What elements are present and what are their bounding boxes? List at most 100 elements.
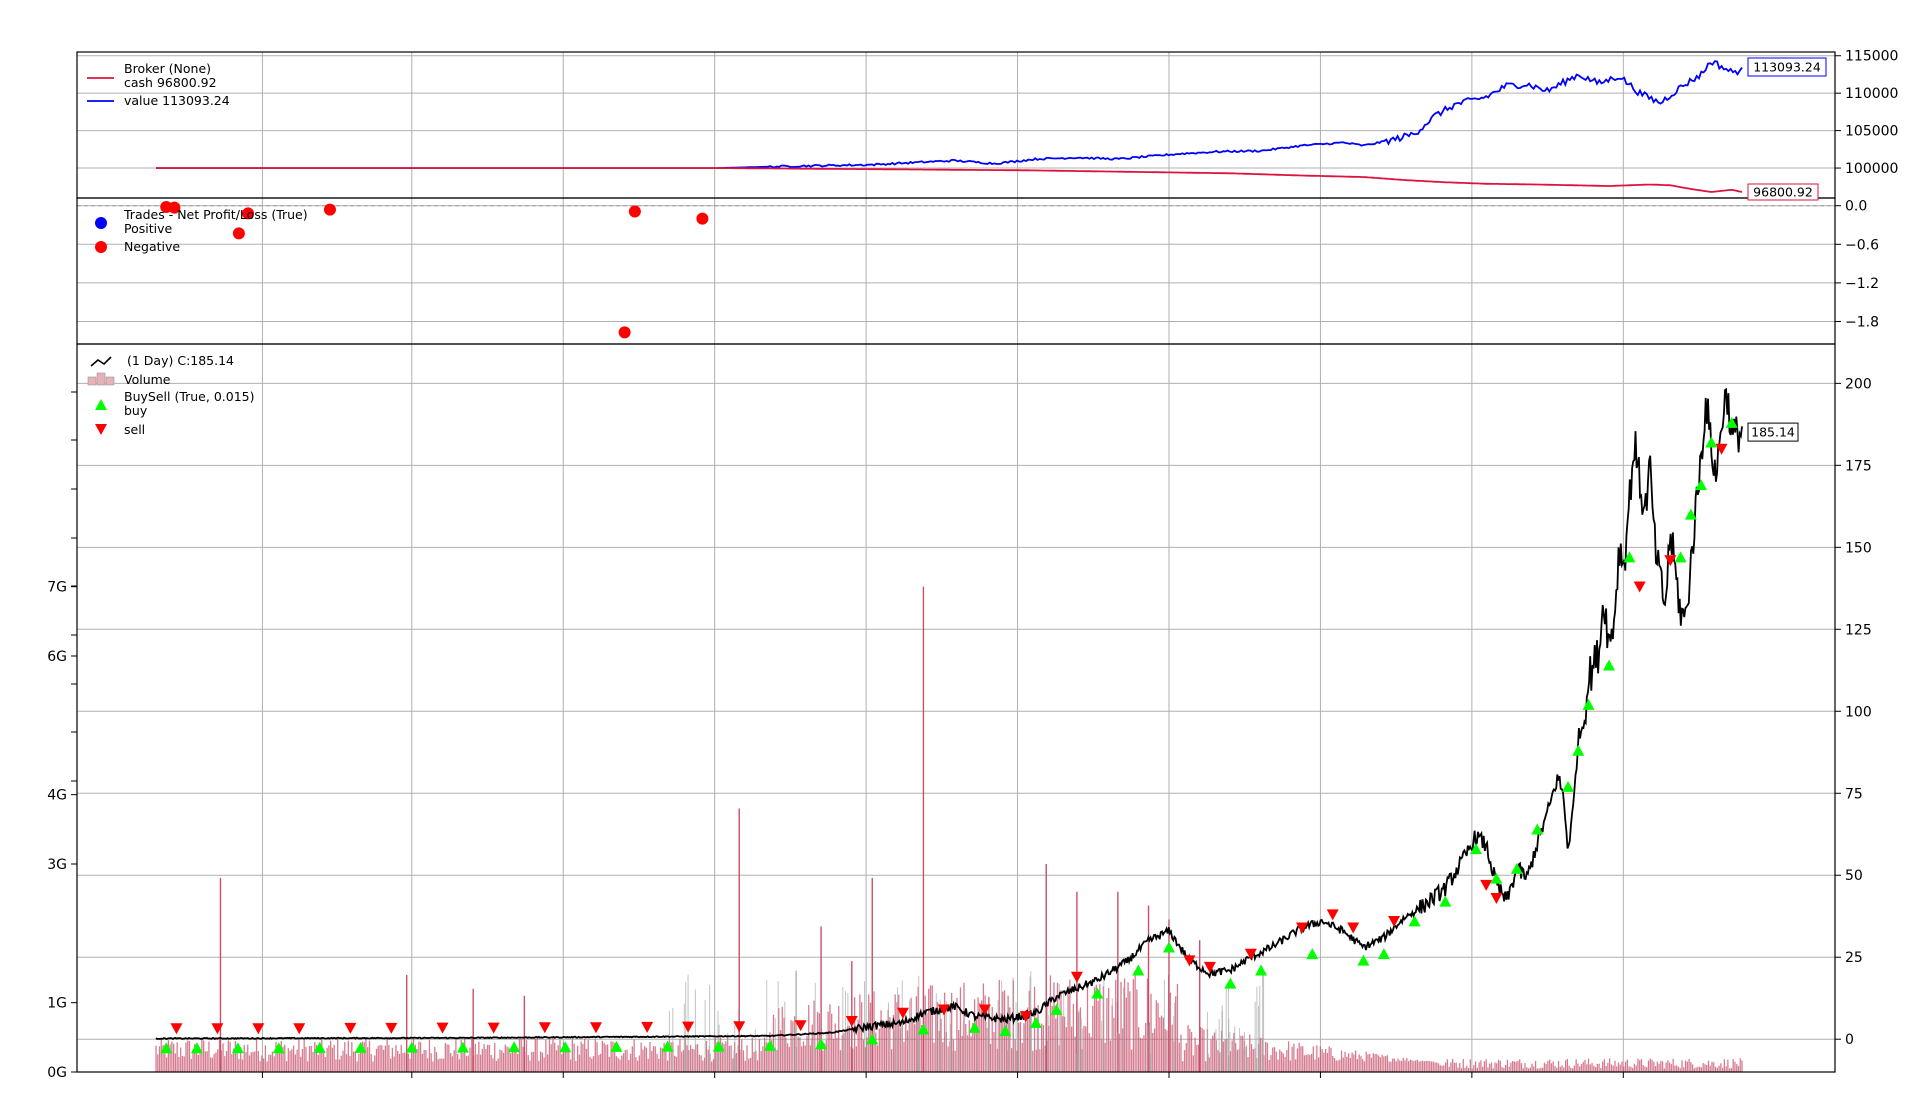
sell-marker — [682, 1021, 695, 1033]
buysell-legend-title: BuySell (True, 0.015) — [124, 389, 254, 404]
volume-tick-label: 6G — [47, 649, 67, 665]
buy-marker — [1469, 843, 1482, 855]
buy-marker — [1684, 508, 1697, 520]
sell-marker — [1490, 893, 1503, 905]
broker-legend-title: Broker (None) — [124, 61, 211, 76]
sell-marker — [845, 1016, 858, 1028]
volume-tick-label: 4G — [47, 788, 67, 804]
cash-last-label: 96800.92 — [1747, 183, 1819, 201]
volume-tick-label: 0G — [47, 1065, 67, 1081]
buy-legend-label: buy — [124, 403, 148, 418]
positive-legend-dot — [95, 217, 107, 229]
trades-legend-title: Trades - Net Profit/Loss (True) — [123, 207, 308, 222]
trade-point — [696, 212, 709, 225]
buy-marker — [815, 1038, 828, 1050]
volume-tick-label: 1G — [47, 996, 67, 1012]
axis-ticks: 115000 110000 105000 100000 0.0 −0.6 −1.2 −1.8 2… — [47, 49, 1898, 1081]
sell-legend-label: sell — [124, 422, 145, 437]
buy-marker — [1531, 823, 1544, 835]
sell-marker — [1633, 581, 1646, 593]
sell-marker — [1019, 1011, 1032, 1023]
sell-marker — [1664, 555, 1677, 567]
y-tick-label: 110000 — [1845, 86, 1898, 102]
buy-marker — [763, 1039, 776, 1051]
buy-marker — [272, 1042, 285, 1054]
buy-marker — [559, 1041, 572, 1053]
buy-marker — [610, 1040, 623, 1052]
positive-legend-label: Positive — [124, 221, 172, 236]
y-tick-label: 0.0 — [1845, 199, 1867, 215]
y-tick-label: 100000 — [1845, 161, 1898, 177]
value-last-label: 113093.24 — [1747, 57, 1827, 77]
y-tick-label: 0 — [1845, 1032, 1854, 1048]
buy-marker — [456, 1041, 469, 1053]
buy-marker — [190, 1042, 203, 1054]
broker-panel-frame — [76, 51, 1836, 199]
buy-marker — [1490, 872, 1503, 884]
sell-marker — [436, 1022, 449, 1034]
sell-marker — [937, 1004, 950, 1016]
volume-legend-icon — [87, 372, 115, 386]
trade-point — [168, 201, 181, 214]
sell-marker — [1296, 922, 1309, 934]
close-line — [155, 387, 1743, 1041]
sell-marker — [733, 1021, 746, 1033]
buy-marker — [1572, 744, 1585, 756]
sell-marker — [1203, 961, 1216, 973]
buy-marker — [1029, 1016, 1042, 1028]
y-tick-label: 75 — [1845, 786, 1863, 802]
sell-marker — [385, 1022, 398, 1034]
grid-lines — [77, 52, 1835, 1072]
trades-legend: Trades - Net Profit/Loss (True) Positive… — [95, 207, 308, 254]
trade-point — [242, 207, 255, 220]
buy-marker — [231, 1042, 244, 1054]
sell-marker — [211, 1023, 224, 1035]
buy-marker — [313, 1041, 326, 1053]
y-tick-label: −0.6 — [1845, 237, 1879, 253]
trade-point — [618, 326, 631, 339]
buy-marker — [1674, 551, 1687, 563]
y-tick-label: −1.2 — [1845, 276, 1879, 292]
buy-marker — [1357, 954, 1370, 966]
volume-tick-label: 3G — [47, 857, 67, 873]
y-tick-label: 100 — [1845, 704, 1872, 720]
buy-marker — [1582, 698, 1595, 710]
buy-marker — [1306, 948, 1319, 960]
buy-marker — [508, 1041, 521, 1053]
buy-marker — [1623, 551, 1636, 563]
y-tick-label: 105000 — [1845, 124, 1898, 140]
buy-marker — [1439, 895, 1452, 907]
buy-marker — [1602, 659, 1615, 671]
sell-marker — [1244, 948, 1257, 960]
buy-marker — [354, 1041, 367, 1053]
close-legend-label: (1 Day) C:185.14 — [127, 353, 234, 368]
sell-marker — [487, 1022, 500, 1034]
series-layer — [155, 60, 1743, 1041]
buy-marker — [1050, 1003, 1063, 1015]
buy-marker — [405, 1041, 418, 1053]
y-tick-label: 150 — [1845, 540, 1872, 556]
buy-marker — [1091, 987, 1104, 999]
close-legend-line — [90, 356, 112, 367]
buy-marker — [1255, 964, 1268, 976]
broker-legend: Broker (None) cash 96800.92 value 113093… — [87, 61, 230, 108]
sell-marker — [1480, 879, 1493, 891]
sell-marker — [978, 1004, 991, 1016]
buy-marker — [866, 1033, 879, 1045]
sell-marker — [896, 1007, 909, 1019]
cash-legend-label: cash 96800.92 — [124, 75, 217, 90]
sell-marker — [641, 1021, 654, 1033]
sell-marker — [538, 1022, 551, 1034]
sell-marker — [293, 1023, 306, 1035]
sell-marker — [1183, 955, 1196, 967]
buy-marker — [999, 1025, 1012, 1037]
buy-marker — [160, 1042, 173, 1054]
trade-point — [628, 205, 641, 218]
price-panel-frame — [76, 343, 1836, 1073]
buy-marker — [1162, 941, 1175, 953]
trades-panel-frame — [76, 197, 1836, 345]
negative-legend-label: Negative — [124, 239, 180, 254]
volume-legend-label: Volume — [124, 372, 171, 387]
value-line — [156, 60, 1743, 169]
